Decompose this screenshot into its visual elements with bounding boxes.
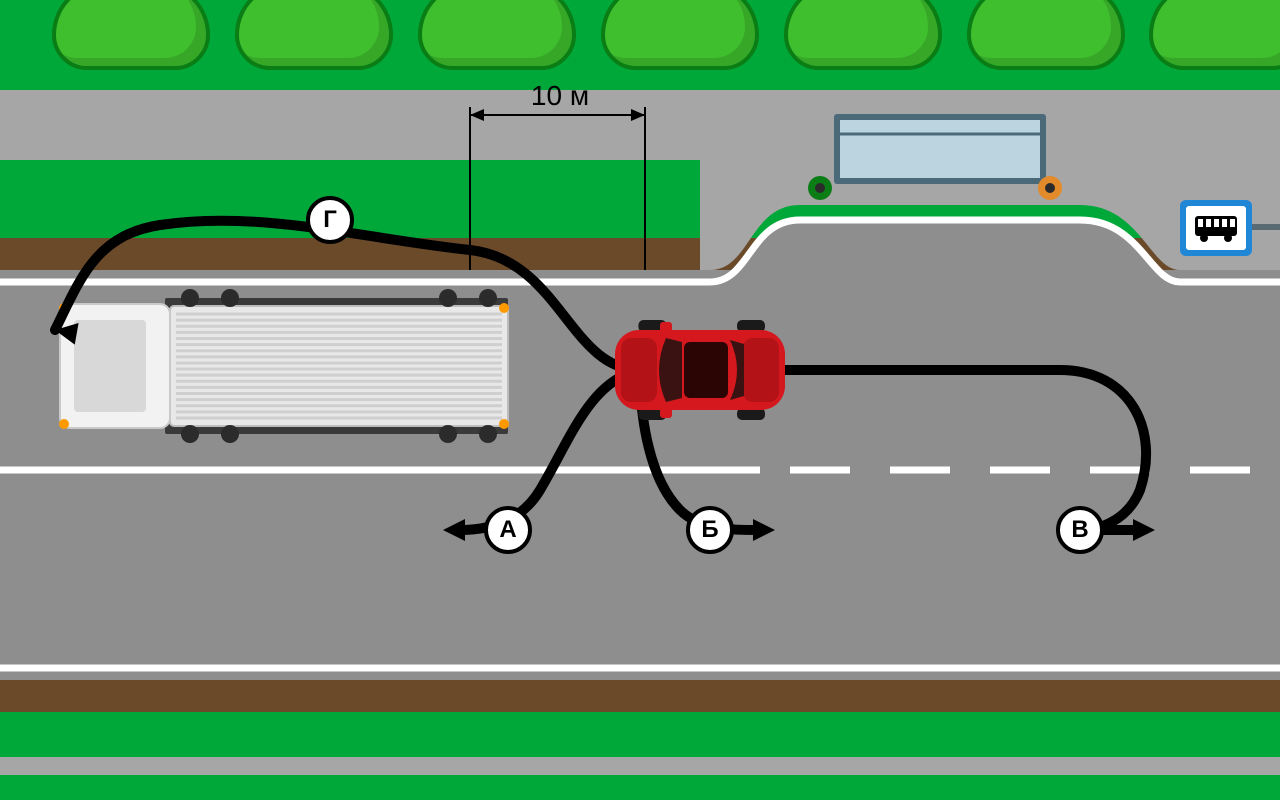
sign-pole <box>1252 224 1280 230</box>
label-A: А <box>484 506 532 554</box>
overlay-svg <box>0 0 1280 800</box>
truck <box>59 289 509 443</box>
red-car <box>615 320 785 420</box>
bus-sign-inner <box>1186 206 1246 250</box>
traffic-diagram: 10 м Г А Б В <box>0 0 1280 800</box>
label-V: В <box>1056 506 1104 554</box>
dimension-label: 10 м <box>531 80 589 112</box>
label-B: Б <box>686 506 734 554</box>
label-G: Г <box>306 196 354 244</box>
bus-stop-sign <box>1180 200 1252 256</box>
